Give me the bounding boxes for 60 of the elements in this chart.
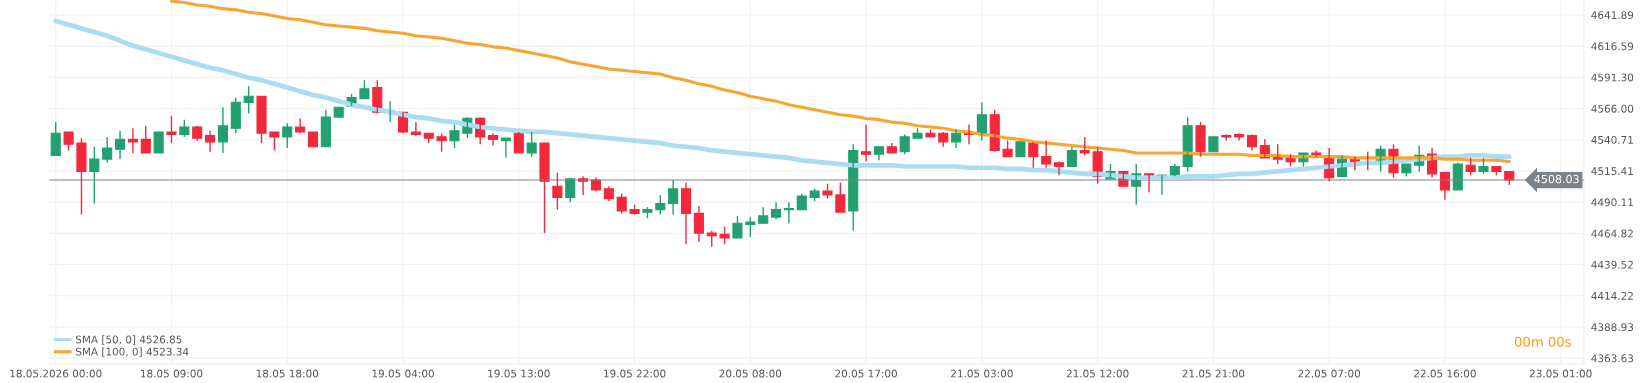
candlestick: [269, 131, 280, 152]
candlestick: [1234, 132, 1245, 142]
x-tick-label: 18.05 18:00: [256, 369, 319, 378]
candlestick: [861, 123, 872, 163]
candlestick: [745, 216, 756, 238]
candlestick: [256, 95, 267, 144]
x-tick-label: 18.05 09:00: [141, 369, 203, 378]
x-tick-label: 19.05 04:00: [372, 369, 434, 378]
candlestick: [449, 123, 460, 149]
candlestick: [359, 79, 370, 100]
x-tick-label: 19.05 22:00: [604, 369, 666, 378]
annotation: 00m 00s: [1514, 336, 1571, 347]
x-tick-label: 20.05 17:00: [835, 369, 897, 378]
x-tick-label: 21.05 21:00: [1182, 369, 1245, 378]
x-tick-label: 19.05 13:00: [488, 369, 550, 378]
candlestick: [295, 117, 306, 134]
candlestick: [552, 171, 563, 211]
y-tick-label: 4464.82: [1591, 229, 1633, 238]
y-tick-label: 4515.41: [1591, 167, 1633, 176]
candlestick: [526, 131, 537, 158]
candlestick: [76, 137, 87, 216]
candlestick: [899, 133, 910, 155]
x-tick-label: 23.05 01:00: [1529, 369, 1592, 378]
candlestick: [307, 131, 319, 148]
x-tick-label: 21.05 03:00: [951, 369, 1013, 378]
ref-line-label: 4508.03: [1534, 174, 1579, 184]
x-tick-label: 22.05 16:00: [1414, 369, 1476, 378]
candlestick: [835, 181, 846, 213]
y-tick-label: 4388.93: [1591, 323, 1634, 332]
candlestick: [732, 215, 743, 239]
candlestick: [89, 146, 100, 205]
y-tick-label: 4414.22: [1591, 291, 1633, 300]
candlestick: [282, 122, 293, 149]
candlestick: [886, 142, 897, 154]
candlestick: [436, 132, 447, 153]
x-tick-label: 21.05 12:00: [1066, 369, 1129, 378]
candlestick: [63, 131, 74, 152]
y-tick-label: 4566.00: [1591, 104, 1634, 113]
candlestick: [616, 192, 627, 215]
y-tick-label: 4363.63: [1591, 354, 1634, 363]
x-tick-label: 22.05 07:00: [1298, 369, 1361, 378]
legend-label: SMA [100, 0] 4523.34: [76, 347, 189, 357]
y-tick-label: 4641.89: [1591, 11, 1634, 20]
candlestick: [166, 115, 177, 144]
candlestick: [539, 142, 550, 234]
candlestick: [513, 131, 524, 154]
legend-label: SMA [50, 0] 4526.85: [76, 335, 182, 345]
y-tick-label: 4439.52: [1591, 260, 1633, 269]
candlestick: [500, 137, 511, 159]
candlestick: [1079, 136, 1090, 157]
candlestick: [140, 125, 151, 154]
y-tick-label: 4540.71: [1591, 135, 1633, 144]
candlestick: [1195, 121, 1206, 158]
candlestick: [410, 121, 421, 137]
y-tick-label: 4490.11: [1591, 198, 1633, 207]
y-tick-label: 4591.30: [1591, 73, 1634, 82]
y-tick-label: 4616.59: [1591, 42, 1634, 51]
x-tick-label: 18.05.2026 00:00: [10, 369, 102, 378]
candlestick: [153, 131, 164, 154]
x-tick-label: 20.05 08:00: [719, 369, 782, 378]
